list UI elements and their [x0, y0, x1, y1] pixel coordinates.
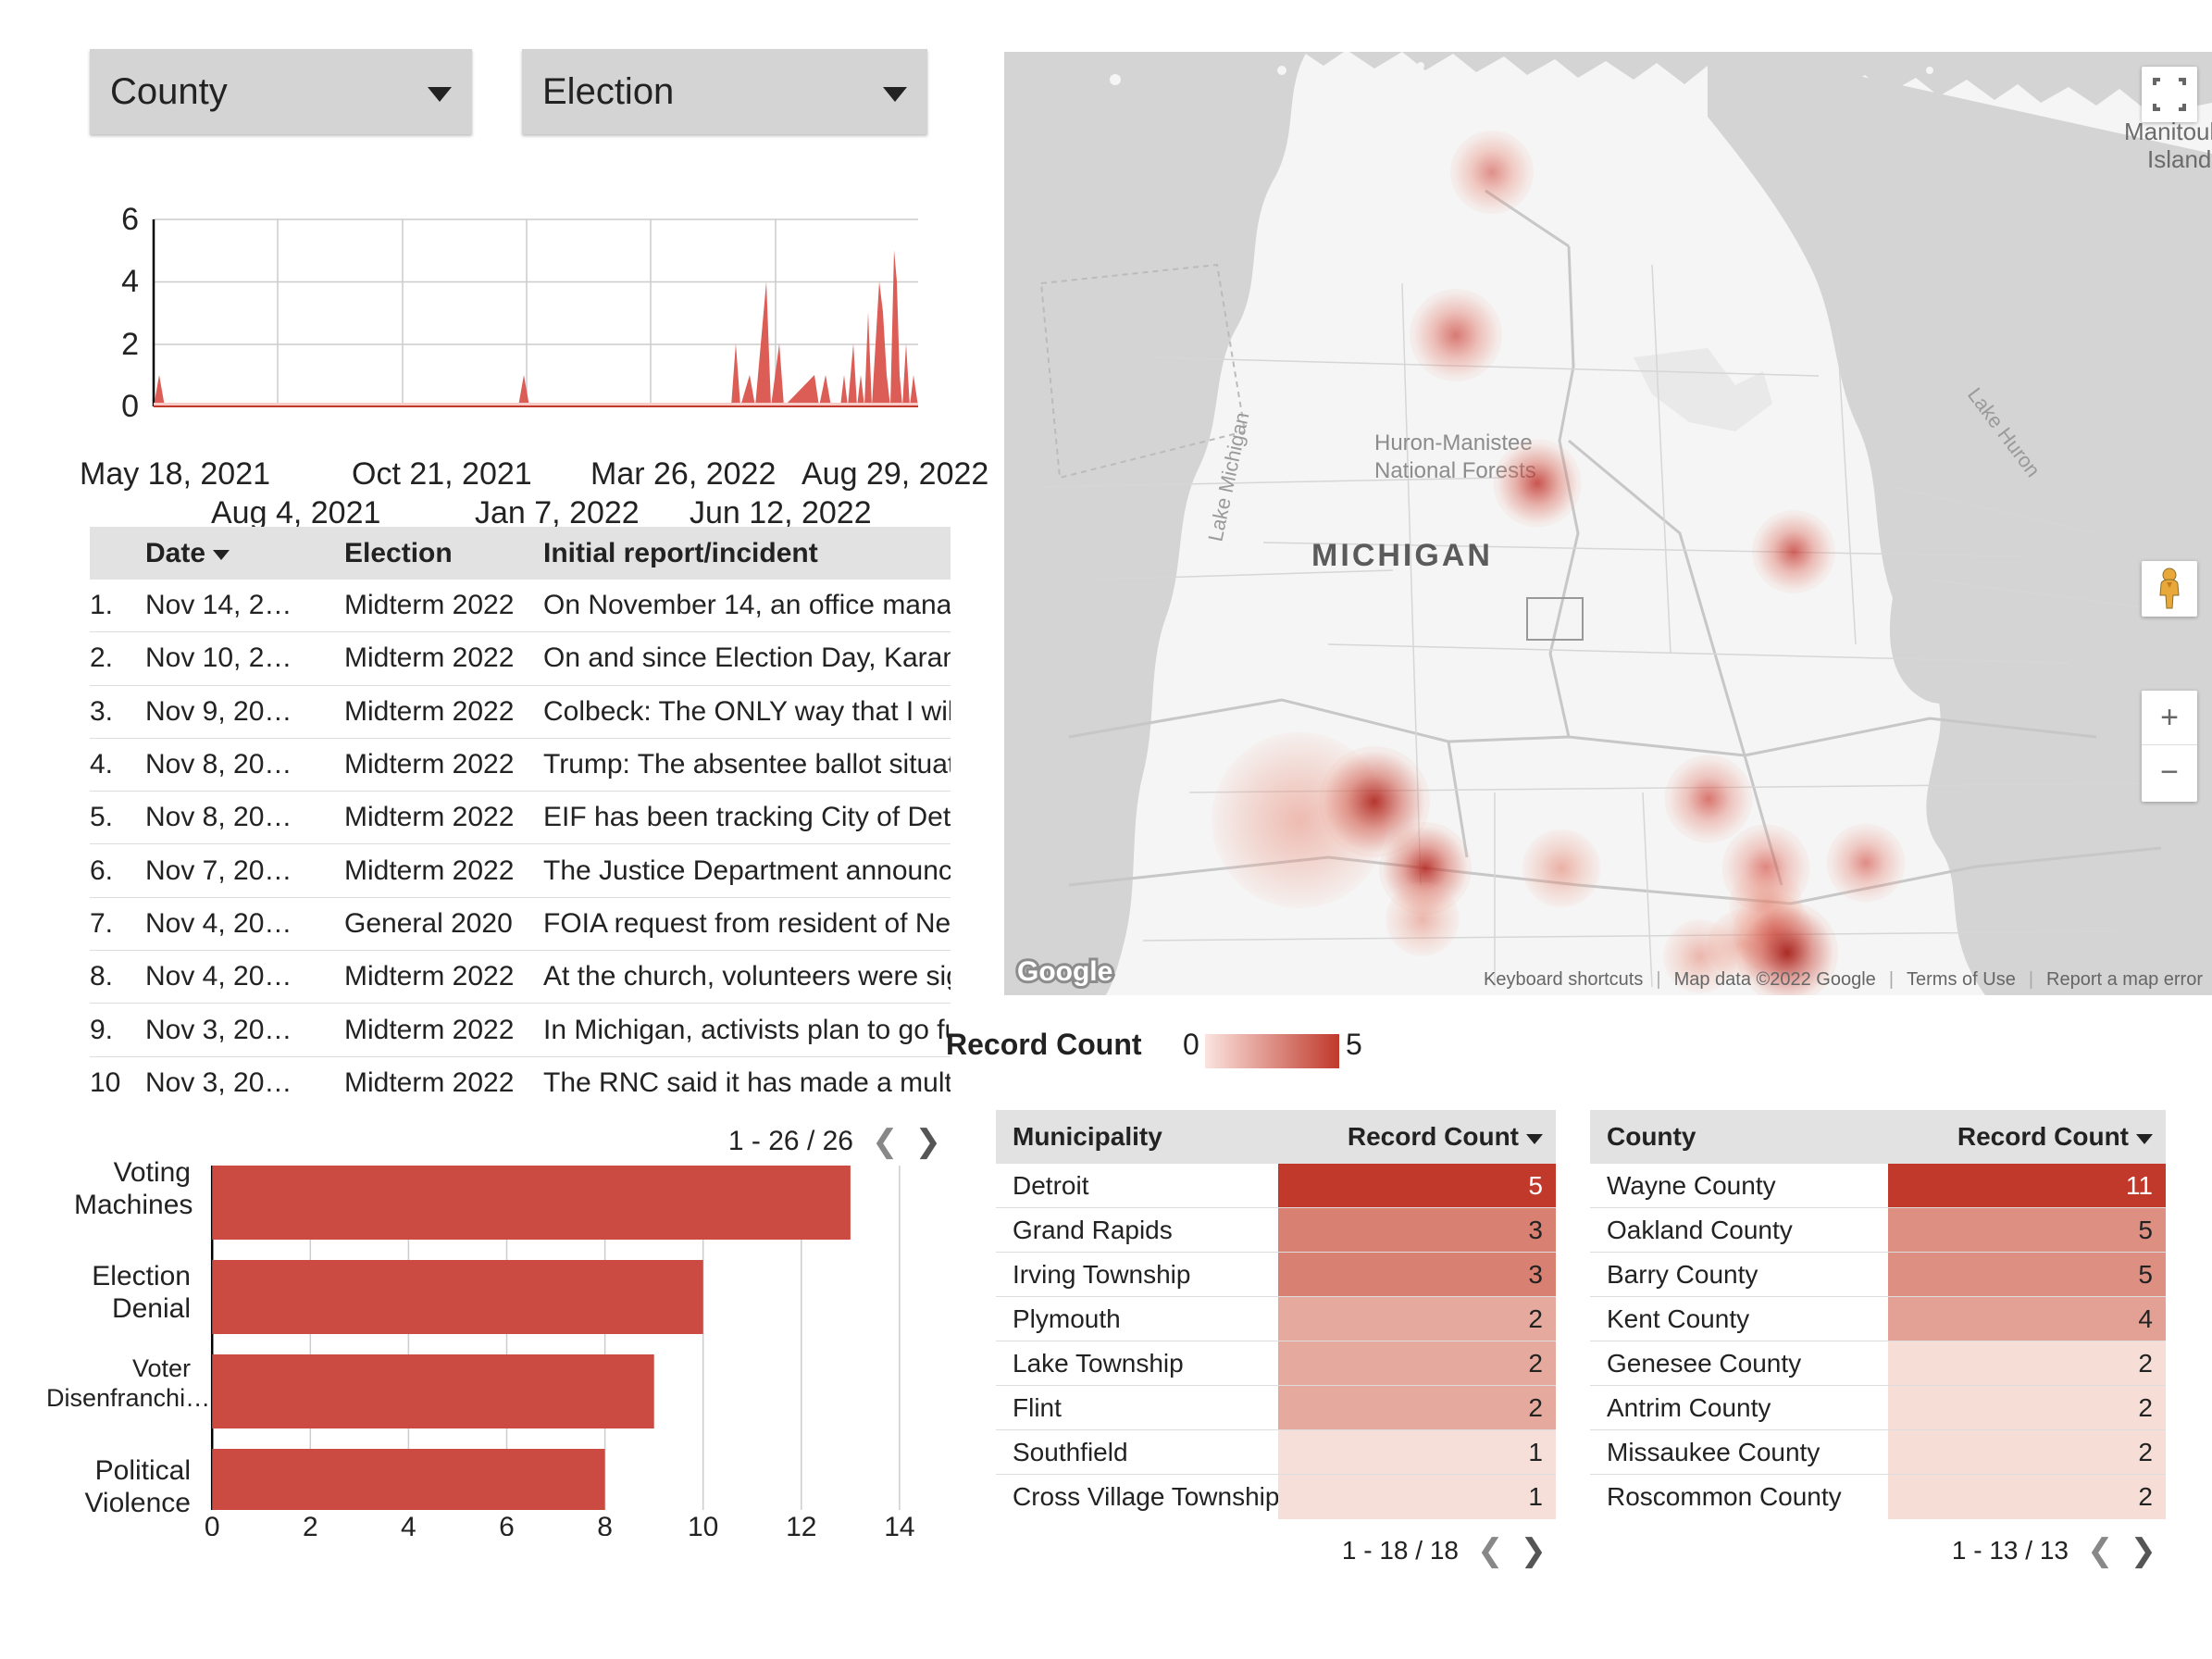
svg-text:12: 12 — [786, 1512, 816, 1536]
svg-text:0: 0 — [205, 1512, 220, 1536]
svg-text:2: 2 — [303, 1512, 318, 1536]
svg-text:6: 6 — [499, 1512, 515, 1536]
svg-text:8: 8 — [597, 1512, 613, 1536]
svg-text:4: 4 — [121, 264, 139, 299]
svg-text:0: 0 — [121, 389, 139, 424]
svg-text:2: 2 — [121, 327, 139, 362]
svg-text:4: 4 — [401, 1512, 416, 1536]
svg-text:10: 10 — [688, 1512, 718, 1536]
svg-text:14: 14 — [884, 1512, 914, 1536]
svg-text:6: 6 — [121, 202, 139, 237]
